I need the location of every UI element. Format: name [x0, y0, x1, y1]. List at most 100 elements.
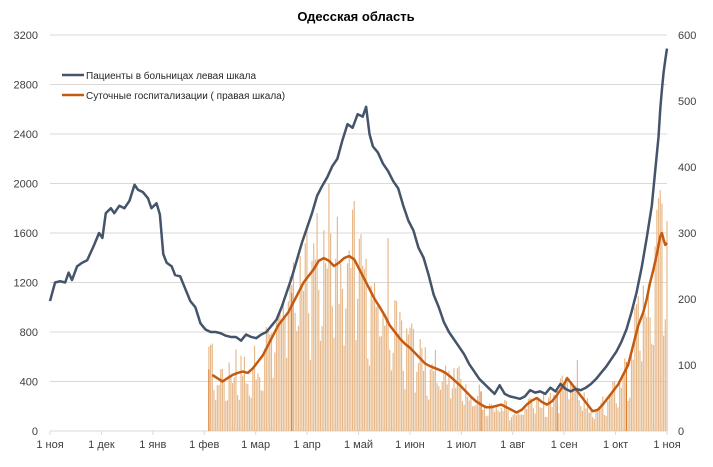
daily-bar [554, 396, 557, 431]
daily-bar [330, 233, 332, 431]
left-tick-label: 0 [32, 426, 38, 438]
daily-bar [250, 397, 252, 431]
daily-bar [301, 284, 303, 431]
daily-bar [346, 263, 349, 431]
daily-bar [277, 313, 279, 431]
daily-bar [433, 371, 435, 431]
daily-bar [507, 410, 509, 431]
daily-bar [600, 402, 602, 431]
daily-bar [493, 411, 496, 431]
daily-bar [598, 407, 600, 431]
daily-bar [372, 299, 374, 431]
daily-bar [409, 327, 411, 431]
daily-bar [521, 414, 523, 431]
daily-bar [348, 250, 350, 431]
daily-bar [248, 395, 251, 431]
daily-bar [546, 416, 548, 431]
x-tick-label: 1 май [344, 439, 373, 451]
daily-bar [632, 359, 634, 431]
daily-bar [602, 396, 604, 431]
daily-bar [247, 384, 249, 431]
daily-bar [495, 405, 497, 431]
daily-bar [216, 385, 218, 431]
daily-bar [231, 383, 234, 431]
daily-bar [451, 388, 453, 431]
daily-bar [439, 389, 442, 431]
daily-bar [659, 190, 661, 431]
daily-bar [663, 335, 665, 431]
daily-bar [314, 259, 316, 431]
daily-bar [220, 369, 222, 431]
daily-bar [306, 224, 308, 431]
daily-bar [264, 348, 266, 431]
daily-bar [543, 394, 545, 431]
right-tick-label: 200 [678, 294, 696, 306]
daily-bar [458, 366, 460, 431]
daily-bar [341, 289, 344, 431]
daily-bar [210, 344, 212, 431]
left-tick-label: 2400 [14, 129, 38, 141]
daily-bar [531, 399, 533, 431]
daily-bar [287, 301, 289, 431]
daily-bar [453, 368, 455, 431]
daily-bar [475, 404, 477, 431]
daily-bar [242, 375, 244, 431]
daily-bar [461, 400, 464, 431]
daily-bar [407, 334, 409, 431]
daily-bar [262, 390, 264, 431]
daily-bar [536, 398, 538, 431]
daily-bar [302, 290, 305, 431]
daily-bar [492, 406, 494, 431]
daily-bar [490, 403, 492, 431]
daily-bar [335, 258, 337, 431]
daily-bar [544, 416, 546, 431]
daily-bar [456, 368, 458, 431]
daily-bar [549, 393, 551, 431]
daily-bar [657, 198, 660, 431]
daily-bar [428, 399, 430, 431]
daily-bar [373, 282, 376, 431]
daily-bar [612, 381, 614, 431]
x-tick-label: 1 окт [603, 439, 628, 451]
right-tick-label: 500 [678, 96, 696, 108]
daily-bar [411, 323, 413, 431]
daily-bar [532, 408, 535, 431]
daily-bar [309, 359, 311, 431]
daily-bar [404, 389, 406, 431]
daily-bar [450, 398, 452, 431]
daily-bar [328, 183, 330, 431]
daily-bar [272, 377, 274, 431]
daily-bar [367, 358, 369, 431]
daily-bar [635, 304, 638, 431]
daily-bar [414, 392, 416, 431]
right-tick-label: 400 [678, 162, 696, 174]
daily-bar [463, 404, 465, 431]
daily-bar [566, 376, 568, 431]
left-tick-label: 1200 [14, 278, 38, 290]
daily-bar [639, 350, 641, 431]
daily-bar [385, 319, 387, 431]
x-tick-label: 1 апр [293, 439, 320, 451]
daily-bar [270, 333, 273, 431]
daily-bar [622, 373, 624, 431]
daily-bar [331, 306, 333, 431]
daily-bar [597, 410, 599, 431]
daily-bar [571, 382, 573, 431]
daily-bar [446, 384, 448, 431]
daily-bar [627, 400, 629, 431]
x-tick-label: 1 июл [446, 439, 476, 451]
daily-bar [390, 370, 393, 431]
daily-bar [460, 379, 462, 431]
x-tick-label: 1 авг [500, 439, 525, 451]
daily-bar [570, 382, 572, 431]
daily-bar [509, 420, 511, 431]
x-tick-label: 1 сен [551, 439, 578, 451]
daily-bar [243, 356, 245, 431]
left-axis-ticks: 0 400 800 1200 1600 2000 2400 2800 3200 [14, 30, 38, 438]
daily-bar [441, 381, 443, 431]
daily-bar [296, 330, 298, 431]
hospital-patients-line [48, 48, 669, 401]
daily-bar [269, 334, 271, 431]
daily-bar [573, 386, 575, 431]
